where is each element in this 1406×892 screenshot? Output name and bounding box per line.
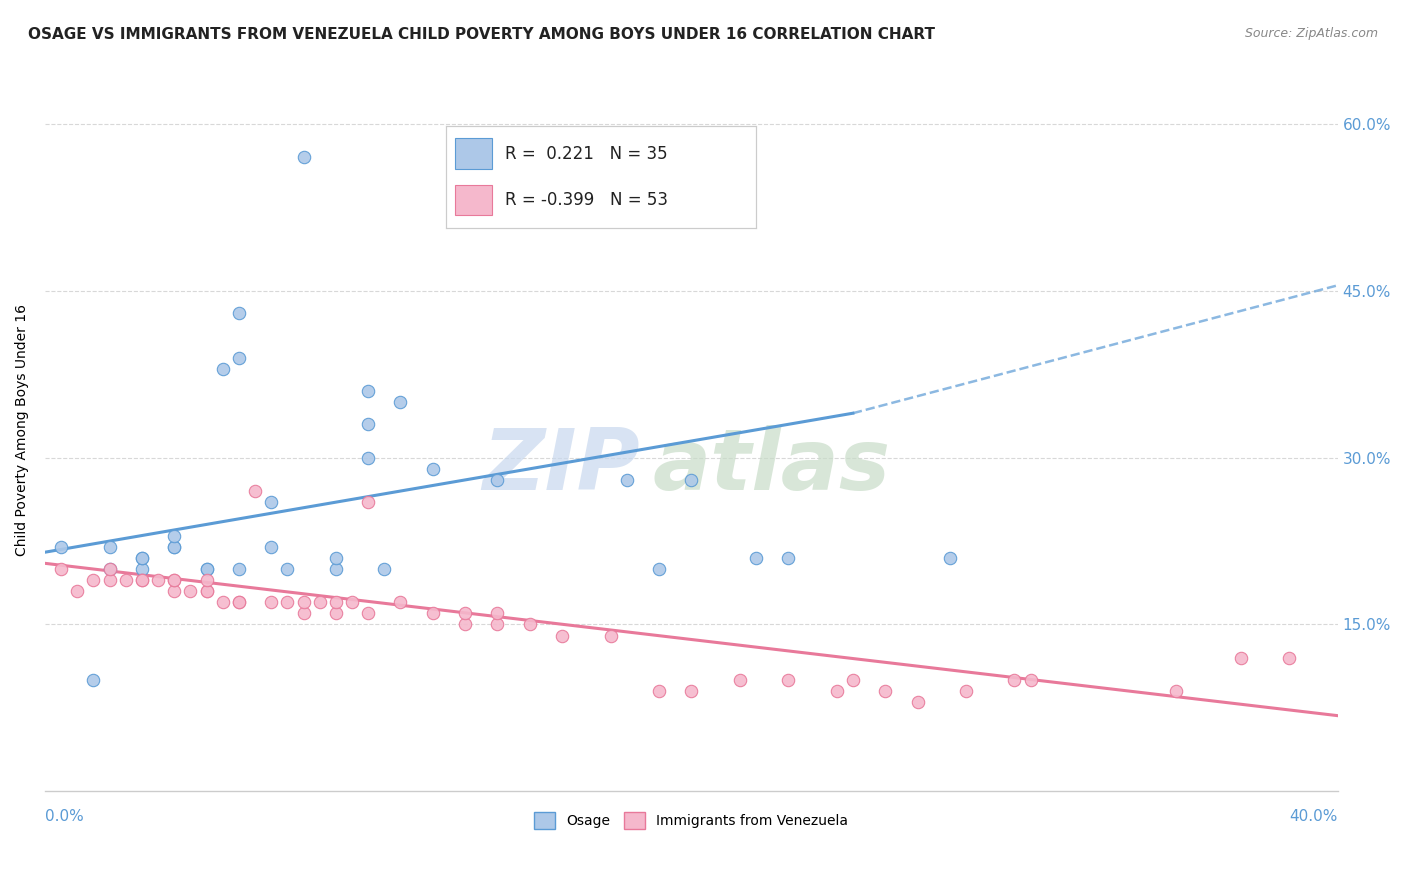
Point	[49, 562, 72, 576]
Point	[422, 607, 444, 621]
Point	[163, 584, 186, 599]
Point	[357, 384, 380, 398]
Point	[648, 562, 671, 576]
Point	[49, 540, 72, 554]
Point	[648, 684, 671, 698]
Point	[599, 629, 621, 643]
Point	[842, 673, 865, 687]
Point	[131, 573, 153, 587]
Point	[745, 550, 768, 565]
Point	[357, 417, 380, 432]
Point	[195, 573, 218, 587]
Point	[260, 540, 283, 554]
Point	[131, 550, 153, 565]
Point	[228, 595, 250, 609]
Point	[551, 629, 574, 643]
Point	[616, 473, 638, 487]
Point	[389, 595, 412, 609]
Point	[325, 595, 347, 609]
Point	[486, 473, 509, 487]
Point	[114, 573, 136, 587]
Point	[1164, 684, 1187, 698]
Point	[243, 484, 266, 499]
Point	[728, 673, 751, 687]
Point	[260, 495, 283, 509]
Point	[195, 584, 218, 599]
Point	[357, 450, 380, 465]
Point	[292, 151, 315, 165]
Y-axis label: Child Poverty Among Boys Under 16: Child Poverty Among Boys Under 16	[15, 304, 30, 556]
Text: atlas: atlas	[652, 425, 890, 508]
Point	[163, 540, 186, 554]
Point	[1278, 650, 1301, 665]
Point	[308, 595, 330, 609]
Point	[373, 562, 395, 576]
Point	[98, 562, 121, 576]
Point	[195, 584, 218, 599]
Point	[357, 607, 380, 621]
Point	[82, 673, 104, 687]
Point	[66, 584, 89, 599]
Text: Source: ZipAtlas.com: Source: ZipAtlas.com	[1244, 27, 1378, 40]
Point	[292, 607, 315, 621]
Point	[163, 528, 186, 542]
Point	[389, 395, 412, 409]
Point	[325, 550, 347, 565]
Point	[131, 573, 153, 587]
Point	[82, 573, 104, 587]
Point	[907, 695, 929, 709]
Point	[486, 617, 509, 632]
Point	[325, 562, 347, 576]
Point	[681, 473, 703, 487]
Point	[228, 562, 250, 576]
Point	[486, 607, 509, 621]
Point	[98, 540, 121, 554]
Point	[131, 562, 153, 576]
Point	[825, 684, 848, 698]
Point	[454, 617, 477, 632]
Point	[875, 684, 897, 698]
Point	[778, 673, 800, 687]
Point	[228, 306, 250, 320]
Point	[98, 562, 121, 576]
Point	[98, 573, 121, 587]
Point	[325, 607, 347, 621]
Point	[195, 562, 218, 576]
Text: OSAGE VS IMMIGRANTS FROM VENEZUELA CHILD POVERTY AMONG BOYS UNDER 16 CORRELATION: OSAGE VS IMMIGRANTS FROM VENEZUELA CHILD…	[28, 27, 935, 42]
Point	[681, 684, 703, 698]
Point	[195, 562, 218, 576]
Point	[454, 607, 477, 621]
Point	[260, 595, 283, 609]
Point	[211, 595, 233, 609]
Point	[163, 573, 186, 587]
Point	[276, 562, 298, 576]
Point	[422, 462, 444, 476]
Point	[131, 550, 153, 565]
Text: ZIP: ZIP	[482, 425, 640, 508]
Point	[1229, 650, 1251, 665]
Point	[276, 595, 298, 609]
Point	[1019, 673, 1042, 687]
Point	[228, 595, 250, 609]
Point	[519, 617, 541, 632]
Text: 0.0%: 0.0%	[45, 809, 84, 824]
Point	[1004, 673, 1026, 687]
Point	[939, 550, 962, 565]
Point	[163, 540, 186, 554]
Point	[163, 573, 186, 587]
Point	[340, 595, 363, 609]
Point	[955, 684, 977, 698]
Point	[211, 361, 233, 376]
Point	[228, 351, 250, 365]
Point	[357, 495, 380, 509]
Point	[179, 584, 201, 599]
Legend: Osage, Immigrants from Venezuela: Osage, Immigrants from Venezuela	[529, 807, 853, 835]
Point	[146, 573, 169, 587]
Text: 40.0%: 40.0%	[1289, 809, 1337, 824]
Point	[778, 550, 800, 565]
Point	[292, 595, 315, 609]
